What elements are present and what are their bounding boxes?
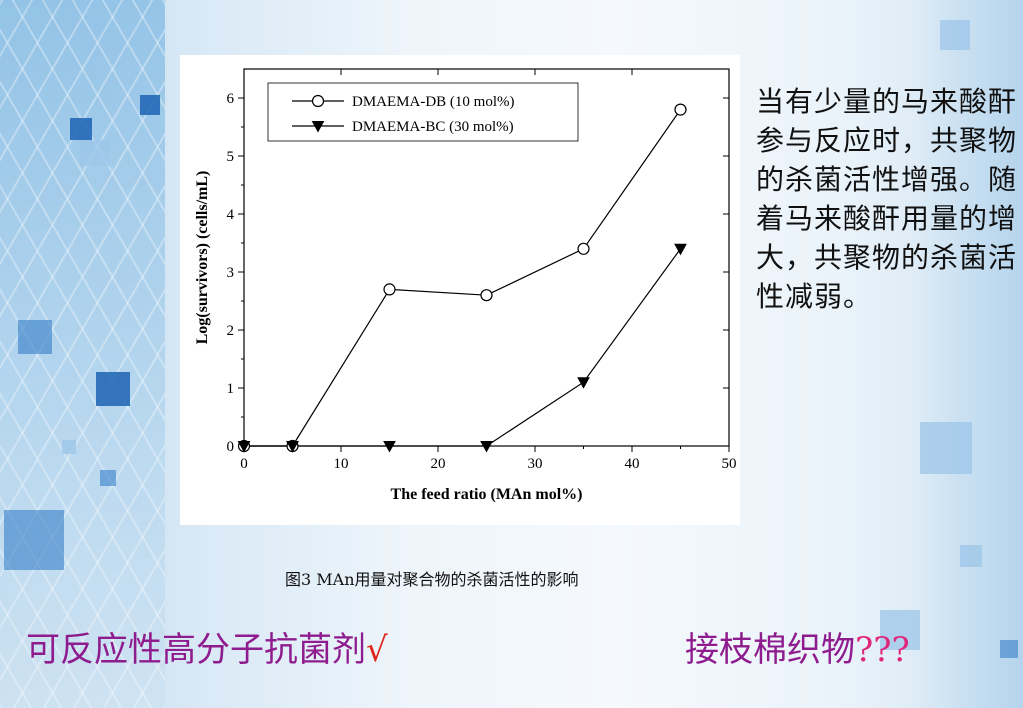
data-point-series-2 bbox=[383, 441, 396, 453]
decor-square bbox=[62, 440, 76, 454]
decor-square bbox=[140, 95, 160, 115]
background-gradient-right bbox=[913, 0, 1023, 708]
bottom-right-text: 接枝棉织物 bbox=[685, 630, 855, 670]
decor-square bbox=[4, 510, 64, 570]
line-chart: 0 10 20 30 40 50 0 1 2 3 4 5 6 The feed ratio (MAn mo… bbox=[194, 68, 737, 503]
decor-square bbox=[940, 20, 970, 50]
decor-square bbox=[70, 118, 92, 140]
series-line-2 bbox=[244, 248, 681, 447]
side-description: 当有少量的马来酸酐参与反应时，共聚物的杀菌活性增强。随着马来酸酐用量的增大，共聚… bbox=[756, 85, 1018, 313]
x-tick-label: 40 bbox=[625, 456, 640, 472]
decor-square bbox=[100, 470, 116, 486]
x-tick-label: 10 bbox=[334, 456, 349, 472]
data-point-series-2 bbox=[286, 441, 299, 453]
figure-caption: 图3 MAn用量对聚合物的杀菌活性的影响 bbox=[285, 570, 579, 589]
x-tick-label: 50 bbox=[722, 456, 737, 472]
decor-square bbox=[880, 610, 920, 650]
y-tick-label: 2 bbox=[227, 323, 235, 339]
legend-box bbox=[267, 82, 579, 142]
data-point-series-1 bbox=[480, 289, 493, 302]
bottom-left-text: 可反应性高分子抗菌剂 bbox=[26, 630, 366, 670]
question-marks: ??? bbox=[855, 630, 910, 670]
legend-label: DMAEMA-BC (30 mol%) bbox=[352, 119, 514, 135]
data-point-series-2 bbox=[237, 441, 251, 453]
legend-marker bbox=[311, 121, 325, 133]
chart-panel: 0 10 20 30 40 50 0 1 2 3 4 5 6 The feed ratio (MAn mo… bbox=[180, 55, 740, 525]
x-axis-label: The feed ratio (MAn mol%) bbox=[391, 486, 583, 503]
y-axis-label: Log(survivors) (cells/mL) bbox=[194, 171, 211, 345]
decor-square bbox=[920, 422, 972, 474]
data-point-series-1 bbox=[674, 103, 687, 116]
y-tick-label: 4 bbox=[227, 207, 235, 223]
decor-square bbox=[1000, 640, 1018, 658]
y-tick-label: 0 bbox=[227, 439, 235, 455]
decor-square bbox=[18, 320, 52, 354]
decor-square bbox=[80, 140, 110, 166]
legend-marker bbox=[311, 94, 325, 108]
y-tick-label: 5 bbox=[227, 149, 235, 165]
legend-label: DMAEMA-DB (10 mol%) bbox=[352, 94, 515, 110]
x-tick-label: 0 bbox=[240, 456, 248, 472]
y-tick-label: 6 bbox=[227, 91, 235, 107]
decor-square bbox=[960, 545, 982, 567]
bottom-left-heading: 可反应性高分子抗菌剂√ bbox=[26, 622, 388, 671]
x-tick-label: 30 bbox=[528, 456, 543, 472]
y-tick-label: 1 bbox=[227, 381, 235, 397]
check-mark: √ bbox=[366, 630, 388, 670]
bottom-right-heading: 接枝棉织物??? bbox=[685, 622, 910, 671]
data-point-series-2 bbox=[480, 441, 493, 453]
decor-square bbox=[96, 372, 130, 406]
data-point-series-2 bbox=[577, 377, 590, 389]
y-tick-label: 3 bbox=[227, 265, 235, 281]
data-point-series-1 bbox=[577, 242, 590, 255]
x-tick-label: 20 bbox=[431, 456, 446, 472]
data-point-series-2 bbox=[674, 243, 687, 256]
series-line-1 bbox=[244, 109, 681, 447]
data-point-series-1 bbox=[383, 283, 396, 296]
